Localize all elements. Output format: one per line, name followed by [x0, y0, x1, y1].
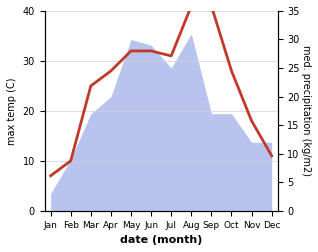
X-axis label: date (month): date (month): [120, 235, 202, 245]
Y-axis label: med. precipitation (kg/m2): med. precipitation (kg/m2): [301, 45, 311, 176]
Y-axis label: max temp (C): max temp (C): [7, 77, 17, 145]
